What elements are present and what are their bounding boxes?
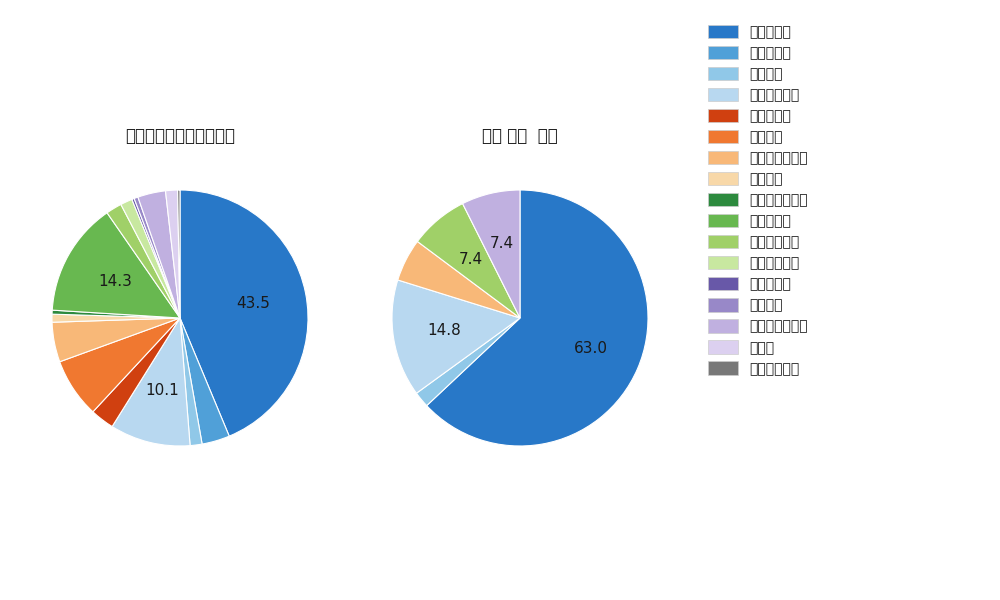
Wedge shape xyxy=(398,241,520,318)
Text: 43.5: 43.5 xyxy=(236,296,270,311)
Text: 7.4: 7.4 xyxy=(490,236,514,251)
Title: 濵口 遥大  選手: 濵口 遥大 選手 xyxy=(482,127,558,145)
Wedge shape xyxy=(134,197,180,318)
Wedge shape xyxy=(132,199,180,318)
Wedge shape xyxy=(112,318,190,446)
Text: 14.8: 14.8 xyxy=(427,323,461,338)
Wedge shape xyxy=(463,190,520,318)
Wedge shape xyxy=(52,310,180,318)
Wedge shape xyxy=(417,203,520,318)
Wedge shape xyxy=(180,318,202,446)
Wedge shape xyxy=(416,318,520,406)
Wedge shape xyxy=(60,318,180,412)
Wedge shape xyxy=(93,318,180,427)
Wedge shape xyxy=(392,280,520,393)
Text: 14.3: 14.3 xyxy=(98,274,132,289)
Wedge shape xyxy=(165,190,180,318)
Text: 10.1: 10.1 xyxy=(145,383,179,398)
Title: セ・リーグ全プレイヤー: セ・リーグ全プレイヤー xyxy=(125,127,235,145)
Wedge shape xyxy=(52,314,180,322)
Wedge shape xyxy=(178,190,180,318)
Wedge shape xyxy=(107,205,180,318)
Text: 7.4: 7.4 xyxy=(459,251,483,266)
Wedge shape xyxy=(138,191,180,318)
Wedge shape xyxy=(427,190,648,446)
Wedge shape xyxy=(180,190,308,436)
Legend: ストレート, ツーシーム, シュート, カットボール, スプリット, フォーク, チェンジアップ, シンカー, 高速スライダー, スライダー, 縦スライダー, : ストレート, ツーシーム, シュート, カットボール, スプリット, フォーク,… xyxy=(702,19,813,382)
Wedge shape xyxy=(52,318,180,362)
Wedge shape xyxy=(180,318,229,444)
Wedge shape xyxy=(52,213,180,318)
Wedge shape xyxy=(121,199,180,318)
Text: 63.0: 63.0 xyxy=(573,341,607,356)
